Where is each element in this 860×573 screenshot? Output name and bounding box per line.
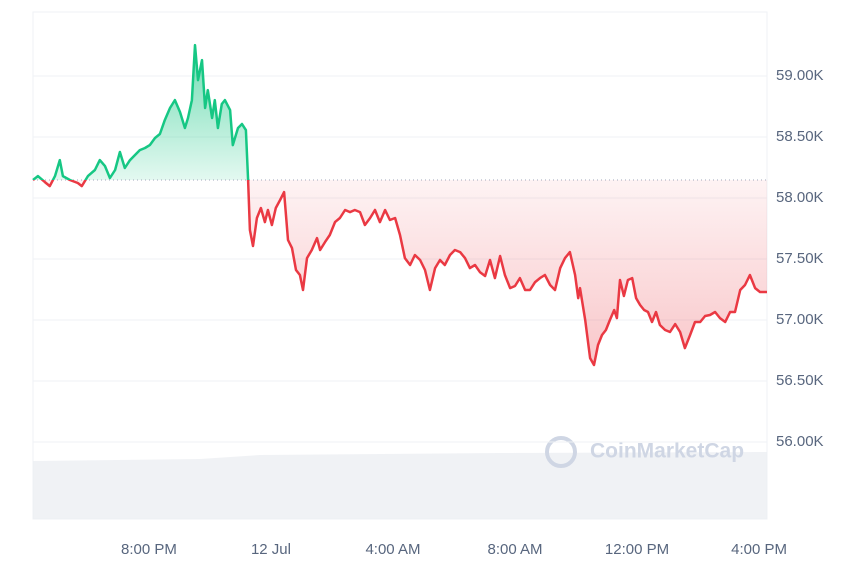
price-line xyxy=(32,43,767,367)
x-tick-label: 4:00 AM xyxy=(365,541,420,558)
y-tick-label: 56.50K xyxy=(776,372,824,389)
y-tick-label: 58.50K xyxy=(776,128,824,145)
y-tick-label: 59.00K xyxy=(776,67,824,84)
x-tick-label: 8:00 PM xyxy=(121,541,177,558)
y-tick-label: 57.50K xyxy=(776,250,824,267)
x-tick-label: 12:00 PM xyxy=(605,541,669,558)
y-tick-label: 57.00K xyxy=(776,311,824,328)
y-tick-label: 58.00K xyxy=(776,189,824,206)
y-tick-label: 56.00K xyxy=(776,433,824,450)
x-tick-label: 12 Jul xyxy=(251,541,291,558)
x-tick-label: 8:00 AM xyxy=(487,541,542,558)
watermark: CoinMarketCap xyxy=(590,440,744,463)
watermark-logo xyxy=(545,436,577,468)
volume-band xyxy=(33,452,767,519)
x-tick-label: 4:00 PM xyxy=(731,541,787,558)
